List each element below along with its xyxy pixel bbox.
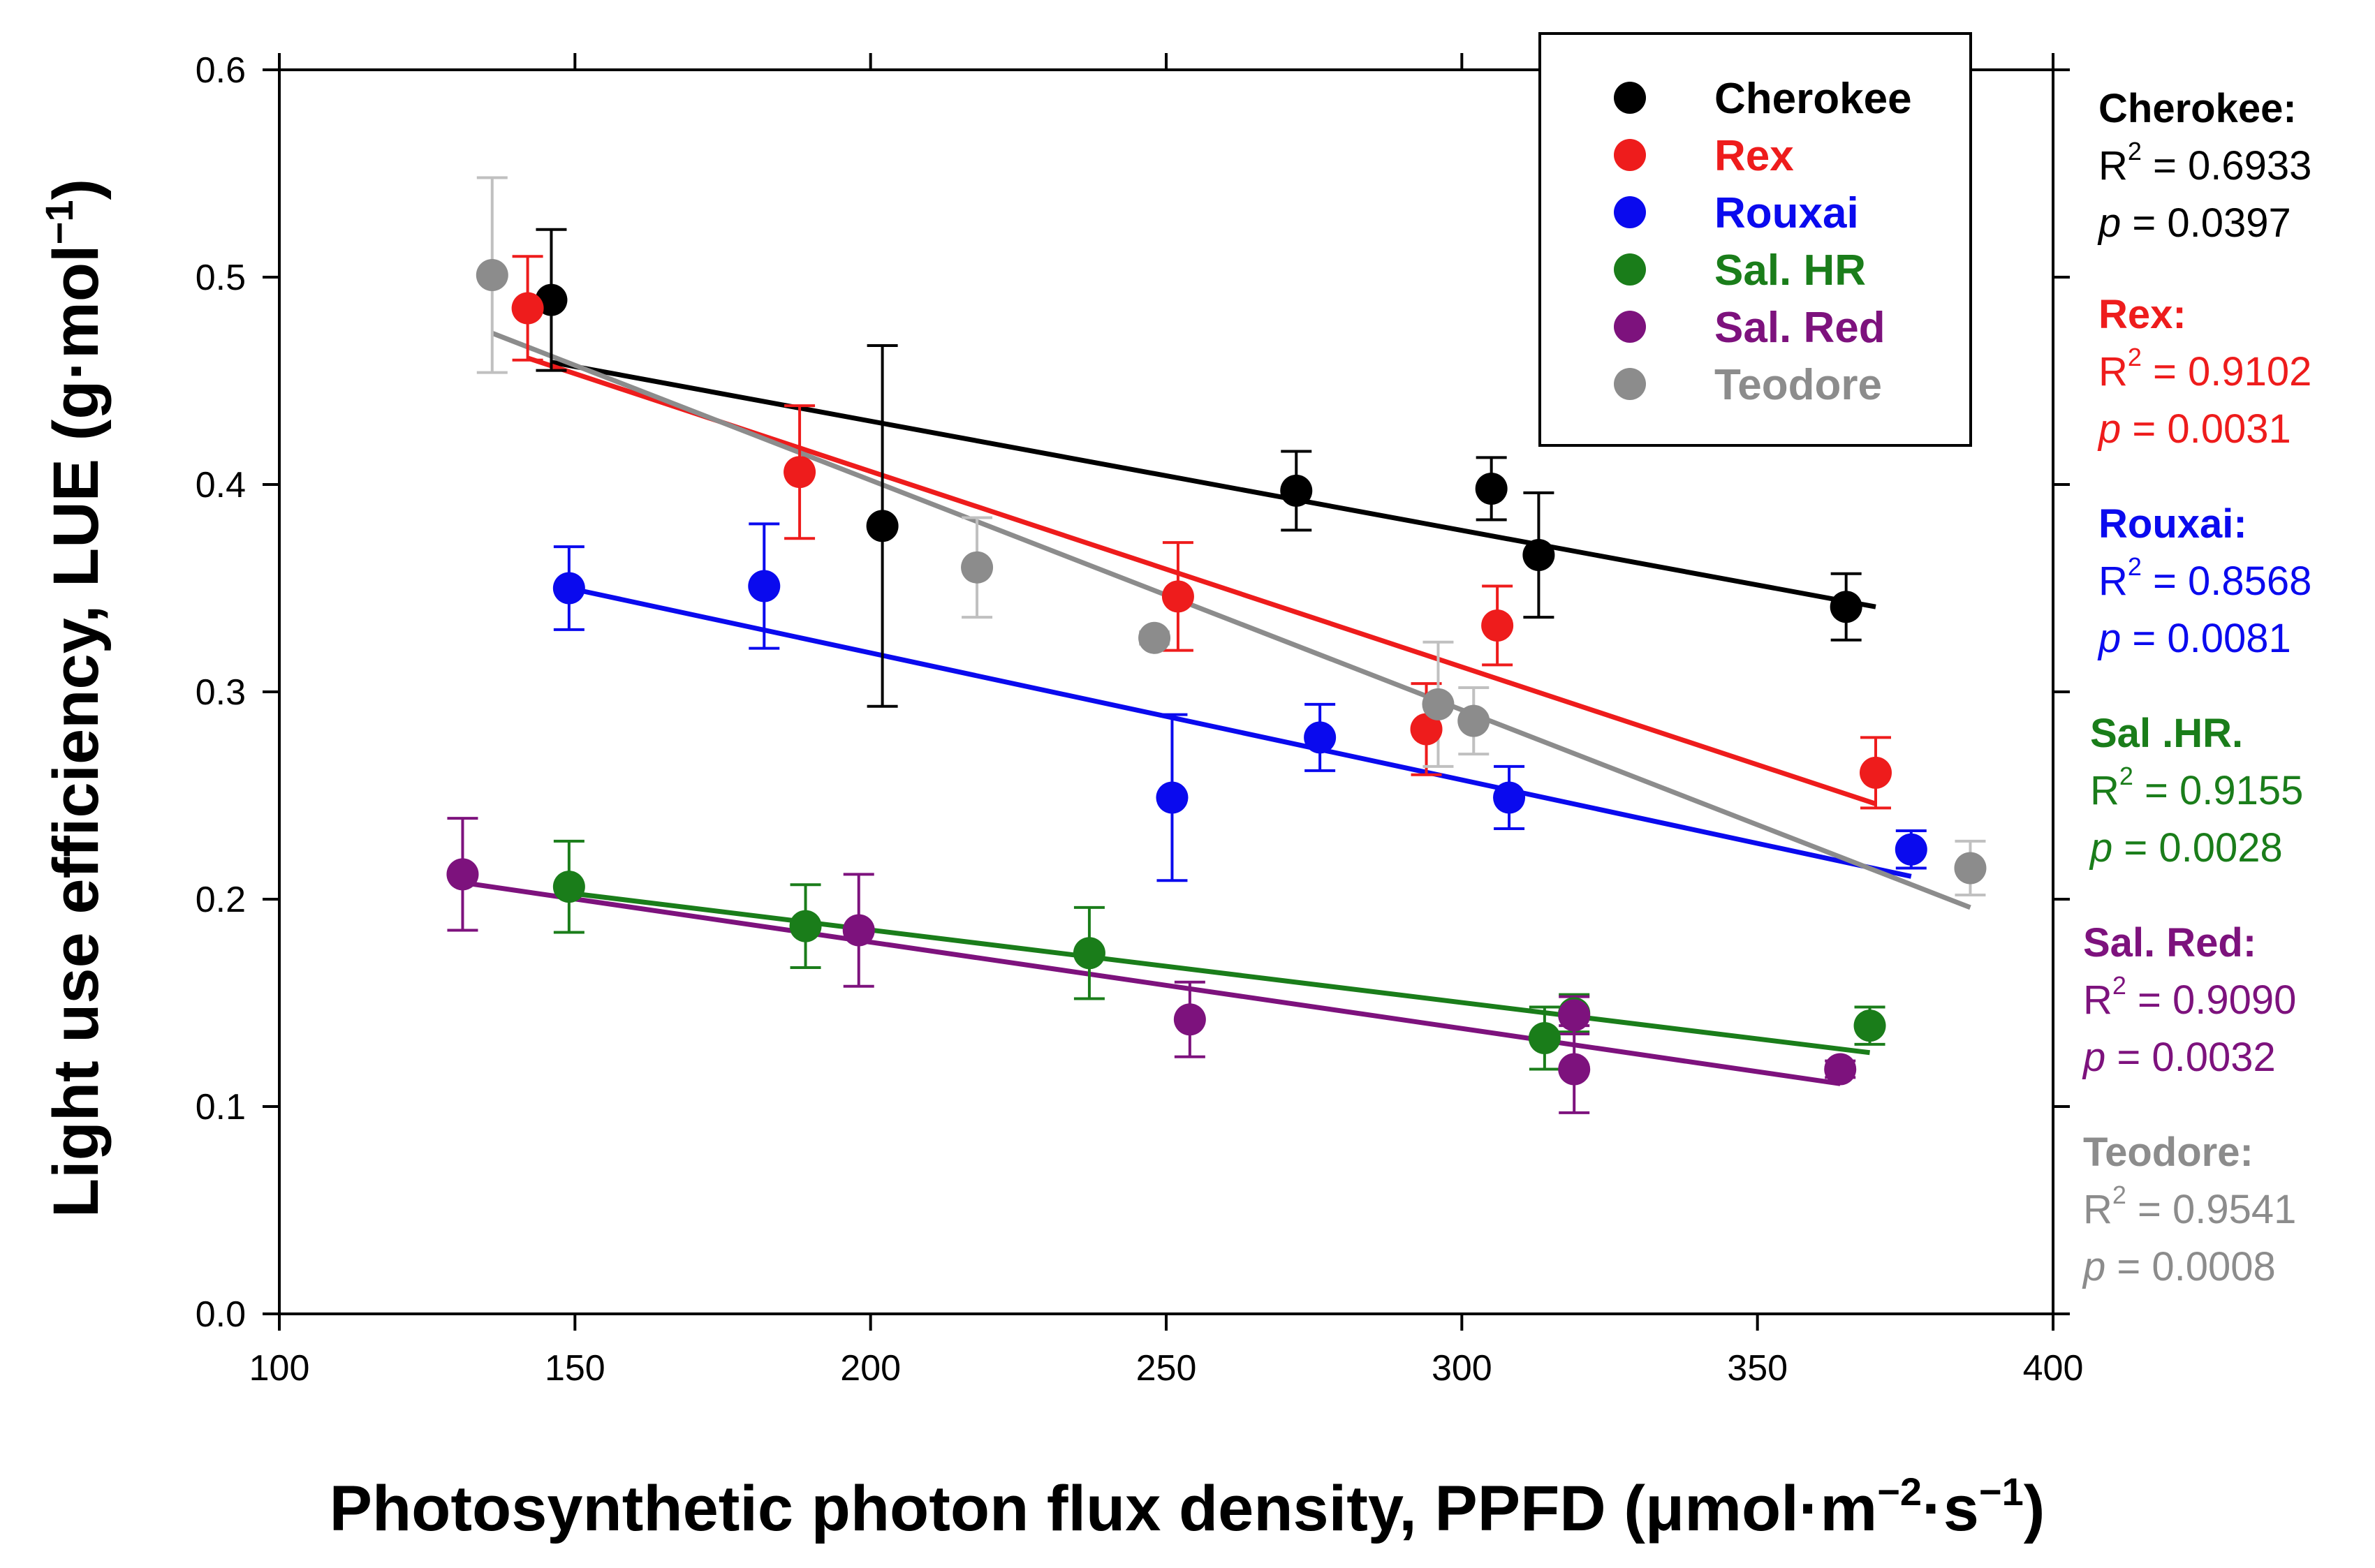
stats-head: Rouxai:: [2098, 501, 2247, 547]
point-sal-hr: [1528, 1021, 1561, 1054]
stats-head: Rex:: [2098, 292, 2186, 337]
fit-line-sal-hr: [568, 890, 1870, 1056]
point-rex: [1161, 580, 1194, 613]
point-rouxai: [552, 572, 585, 605]
x-tick-label: 400: [2023, 1348, 2084, 1389]
point-sal-red: [842, 914, 875, 947]
point-cherokee: [1830, 591, 1862, 623]
regression-stats: Cherokee: R2 = 0.6933 p = 0.0397 Rex: R2 = 0…: [2082, 86, 2311, 1289]
point-sal-hr: [1073, 937, 1105, 970]
legend-marker-rex: [1614, 139, 1646, 171]
point-rex: [1860, 756, 1892, 789]
stats-head: Cherokee:: [2098, 86, 2297, 131]
stats-r2: R2 = 0.9155: [2090, 762, 2303, 813]
point-teodore: [1138, 621, 1171, 654]
legend-label-rouxai: Rouxai: [1714, 189, 1859, 237]
stats-r2: R2 = 0.9541: [2083, 1181, 2296, 1232]
legend-label-sal-red: Sal. Red: [1714, 304, 1885, 352]
stats-teodore: Teodore: R2 = 0.9541 p = 0.0008: [2082, 1130, 2296, 1289]
x-tick-label: 350: [1727, 1348, 1788, 1389]
point-teodore: [961, 551, 994, 584]
fit-lines: [462, 330, 1971, 1086]
axes: 100 150 200 250 300 350 400 0.0 0.1 0.2 0.3 0.4 0.5 0…: [196, 50, 2084, 1389]
legend-marker-sal-red: [1614, 311, 1646, 343]
point-rouxai: [1895, 833, 1927, 866]
point-teodore: [1422, 688, 1455, 720]
x-tick-label: 100: [249, 1348, 310, 1389]
legend-label-sal-hr: Sal. HR: [1714, 246, 1866, 295]
point-sal-red: [1558, 1053, 1591, 1086]
y-tick-label: 0.0: [196, 1294, 246, 1335]
legend-marker-rouxai: [1614, 196, 1646, 228]
y-tick-label: 0.6: [196, 50, 246, 91]
data-points: [446, 259, 1987, 1086]
x-tick-label: 250: [1136, 1348, 1197, 1389]
y-tick-label: 0.1: [196, 1087, 246, 1127]
legend-label-teodore: Teodore: [1714, 361, 1882, 409]
point-cherokee: [866, 510, 899, 542]
stats-p: p = 0.0032: [2082, 1035, 2276, 1080]
point-teodore: [1954, 852, 1987, 885]
stats-rex: Rex: R2 = 0.9102 p = 0.0031: [2097, 292, 2311, 452]
y-tick-label: 0.3: [196, 672, 246, 713]
legend-label-rex: Rex: [1714, 132, 1794, 180]
point-teodore: [476, 259, 508, 292]
point-sal-hr: [552, 871, 585, 903]
stats-r2: R2 = 0.9102: [2098, 343, 2311, 394]
stats-p: p = 0.0008: [2082, 1244, 2276, 1289]
legend-box: [1538, 32, 1972, 447]
point-rex: [511, 292, 544, 325]
point-cherokee: [1522, 538, 1555, 571]
point-sal-red: [446, 858, 479, 891]
fit-line-teodore: [491, 330, 1971, 910]
point-rouxai: [1304, 721, 1337, 754]
x-tick-label: 150: [545, 1348, 605, 1389]
point-rouxai: [748, 570, 781, 602]
stats-r2: R2 = 0.9090: [2083, 971, 2296, 1023]
stats-p: p = 0.0028: [2089, 825, 2283, 871]
stats-head: Teodore:: [2083, 1130, 2253, 1175]
point-rex: [1481, 609, 1514, 642]
x-axis-title: Photosynthetic photon flux density, PPFD…: [330, 1470, 2045, 1544]
stats-r2: R2 = 0.6933: [2098, 137, 2311, 188]
legend-label-cherokee: Cherokee: [1714, 75, 1912, 123]
legend: Cherokee Rex Rouxai Sal. HR Sal. Red Teodore: [1538, 32, 1972, 447]
y-tick-label: 0.4: [196, 465, 246, 505]
stats-p: p = 0.0397: [2097, 200, 2291, 246]
fit-line-rouxai: [568, 586, 1912, 879]
point-rex: [1410, 713, 1443, 746]
x-tick-label: 200: [840, 1348, 901, 1389]
y-tick-label: 0.2: [196, 880, 246, 920]
point-cherokee: [1280, 474, 1313, 507]
stats-p: p = 0.0081: [2097, 616, 2291, 661]
point-sal-hr: [1853, 1009, 1886, 1042]
point-rouxai: [1493, 781, 1526, 814]
point-sal-red: [1824, 1053, 1857, 1086]
x-tick-label: 300: [1432, 1348, 1492, 1389]
point-cherokee: [1475, 472, 1508, 505]
y-tick-label: 0.5: [196, 258, 246, 298]
stats-sal-hr: Sal .HR. R2 = 0.9155 p = 0.0028: [2089, 711, 2303, 871]
stats-r2: R2 = 0.8568: [2098, 552, 2311, 604]
stats-cherokee: Cherokee: R2 = 0.6933 p = 0.0397: [2097, 86, 2311, 246]
stats-rouxai: Rouxai: R2 = 0.8568 p = 0.0081: [2097, 501, 2311, 661]
stats-head: Sal .HR.: [2090, 711, 2243, 756]
point-sal-hr: [789, 910, 822, 942]
stats-head: Sal. Red:: [2083, 920, 2256, 966]
point-teodore: [1457, 704, 1490, 737]
point-rouxai: [1156, 781, 1189, 814]
legend-marker-sal-hr: [1614, 253, 1646, 286]
legend-marker-cherokee: [1614, 82, 1646, 114]
fit-line-sal-red: [462, 880, 1841, 1086]
point-sal-red: [1558, 999, 1591, 1032]
point-rex: [784, 456, 816, 489]
stats-sal-red: Sal. Red: R2 = 0.9090 p = 0.0032: [2082, 920, 2296, 1080]
legend-marker-teodore: [1614, 368, 1646, 400]
fit-line-cherokee: [550, 360, 1876, 609]
stats-p: p = 0.0031: [2097, 406, 2291, 452]
point-sal-red: [1173, 1003, 1206, 1036]
y-axis-title: Light use efficiency, LUE (g·mol−1): [37, 179, 112, 1218]
